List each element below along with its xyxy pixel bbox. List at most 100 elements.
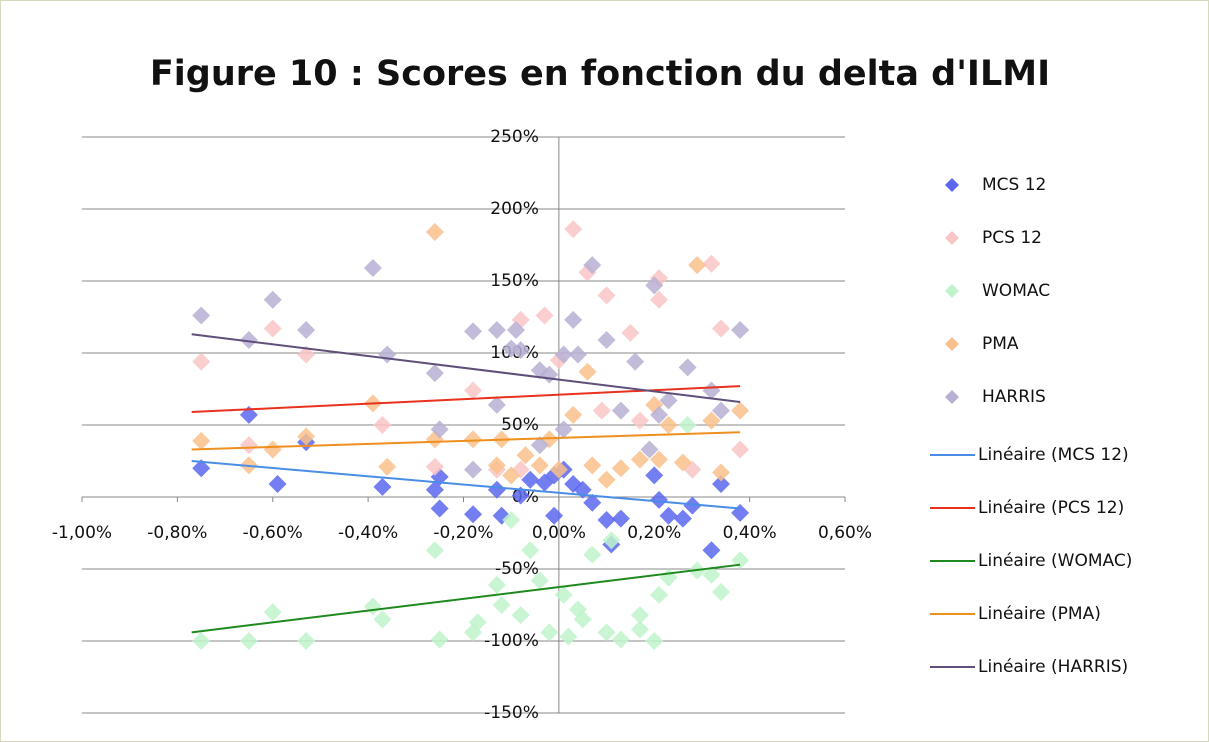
point (731, 503, 750, 522)
point (263, 440, 282, 459)
point (712, 475, 731, 494)
legend-label: Linéaire (WOMAC) (978, 551, 1132, 571)
trend-line (191, 460, 741, 510)
trend-line (191, 431, 741, 451)
y-tick-label: 50% (501, 415, 539, 435)
point (597, 286, 616, 305)
point (702, 565, 721, 584)
point (712, 401, 731, 420)
x-tick-label: -0,20% (433, 523, 493, 543)
point (621, 323, 640, 342)
point (597, 331, 616, 350)
point (731, 401, 750, 420)
point (583, 256, 602, 275)
point (549, 460, 568, 479)
point (659, 416, 678, 434)
point (487, 480, 506, 499)
point (239, 331, 258, 350)
point (430, 499, 449, 518)
point (673, 509, 692, 528)
point (702, 541, 721, 560)
point (583, 493, 602, 512)
point (564, 220, 583, 239)
point (573, 610, 592, 629)
x-tick-label: -0,60% (243, 523, 303, 543)
point (678, 358, 697, 377)
point (650, 585, 669, 604)
point (464, 460, 483, 479)
point (535, 306, 554, 325)
point (425, 457, 444, 476)
point (239, 436, 258, 455)
point (464, 430, 483, 449)
point (511, 310, 530, 329)
point (464, 322, 483, 341)
legend-marker (945, 284, 959, 298)
point (425, 364, 444, 383)
point (602, 531, 621, 550)
point (540, 623, 559, 642)
x-tick-label: -0,40% (338, 523, 398, 543)
legend-marker (945, 178, 959, 192)
point (373, 416, 392, 434)
point (611, 401, 630, 420)
point (511, 460, 530, 479)
point (597, 623, 616, 642)
point (554, 420, 573, 439)
legend-marker (945, 231, 959, 245)
legend-label: WOMAC (982, 281, 1050, 301)
x-tick-label: 0,20% (627, 523, 681, 543)
point (592, 401, 611, 420)
point (554, 585, 573, 604)
point (530, 456, 549, 475)
point (626, 352, 645, 371)
point (506, 320, 525, 339)
point (268, 475, 287, 494)
x-tick-label: -0,80% (147, 523, 207, 543)
point (712, 583, 731, 602)
point (239, 632, 258, 650)
point (487, 395, 506, 414)
point (650, 490, 669, 509)
point (263, 319, 282, 338)
point (630, 620, 649, 639)
point (192, 459, 211, 478)
point (492, 596, 511, 614)
point (568, 345, 587, 364)
point (611, 509, 630, 528)
point (659, 391, 678, 410)
y-tick-label: 250% (490, 127, 539, 147)
point (673, 453, 692, 472)
point (597, 470, 616, 489)
point (430, 420, 449, 439)
point (702, 254, 721, 273)
point (192, 431, 211, 450)
legend-label: PMA (982, 334, 1019, 354)
point (678, 416, 697, 434)
point (702, 381, 721, 400)
legend-label: Linéaire (PMA) (978, 604, 1101, 624)
y-tick-label: -100% (484, 631, 539, 651)
point (521, 470, 540, 489)
point (430, 630, 449, 649)
point (630, 606, 649, 625)
point (731, 440, 750, 459)
point (611, 630, 630, 649)
point (511, 606, 530, 625)
point (559, 627, 578, 646)
x-tick-label: 0,60% (818, 523, 872, 543)
point (373, 610, 392, 629)
y-tick-label: 150% (490, 271, 539, 291)
point (464, 381, 483, 400)
y-tick-label: -150% (484, 703, 539, 723)
point (630, 450, 649, 469)
point (578, 362, 597, 381)
point (650, 290, 669, 309)
legend-label: MCS 12 (982, 175, 1046, 195)
point (263, 603, 282, 622)
point (650, 450, 669, 469)
point (521, 541, 540, 560)
point (645, 276, 664, 295)
point (583, 545, 602, 564)
point (645, 632, 664, 650)
